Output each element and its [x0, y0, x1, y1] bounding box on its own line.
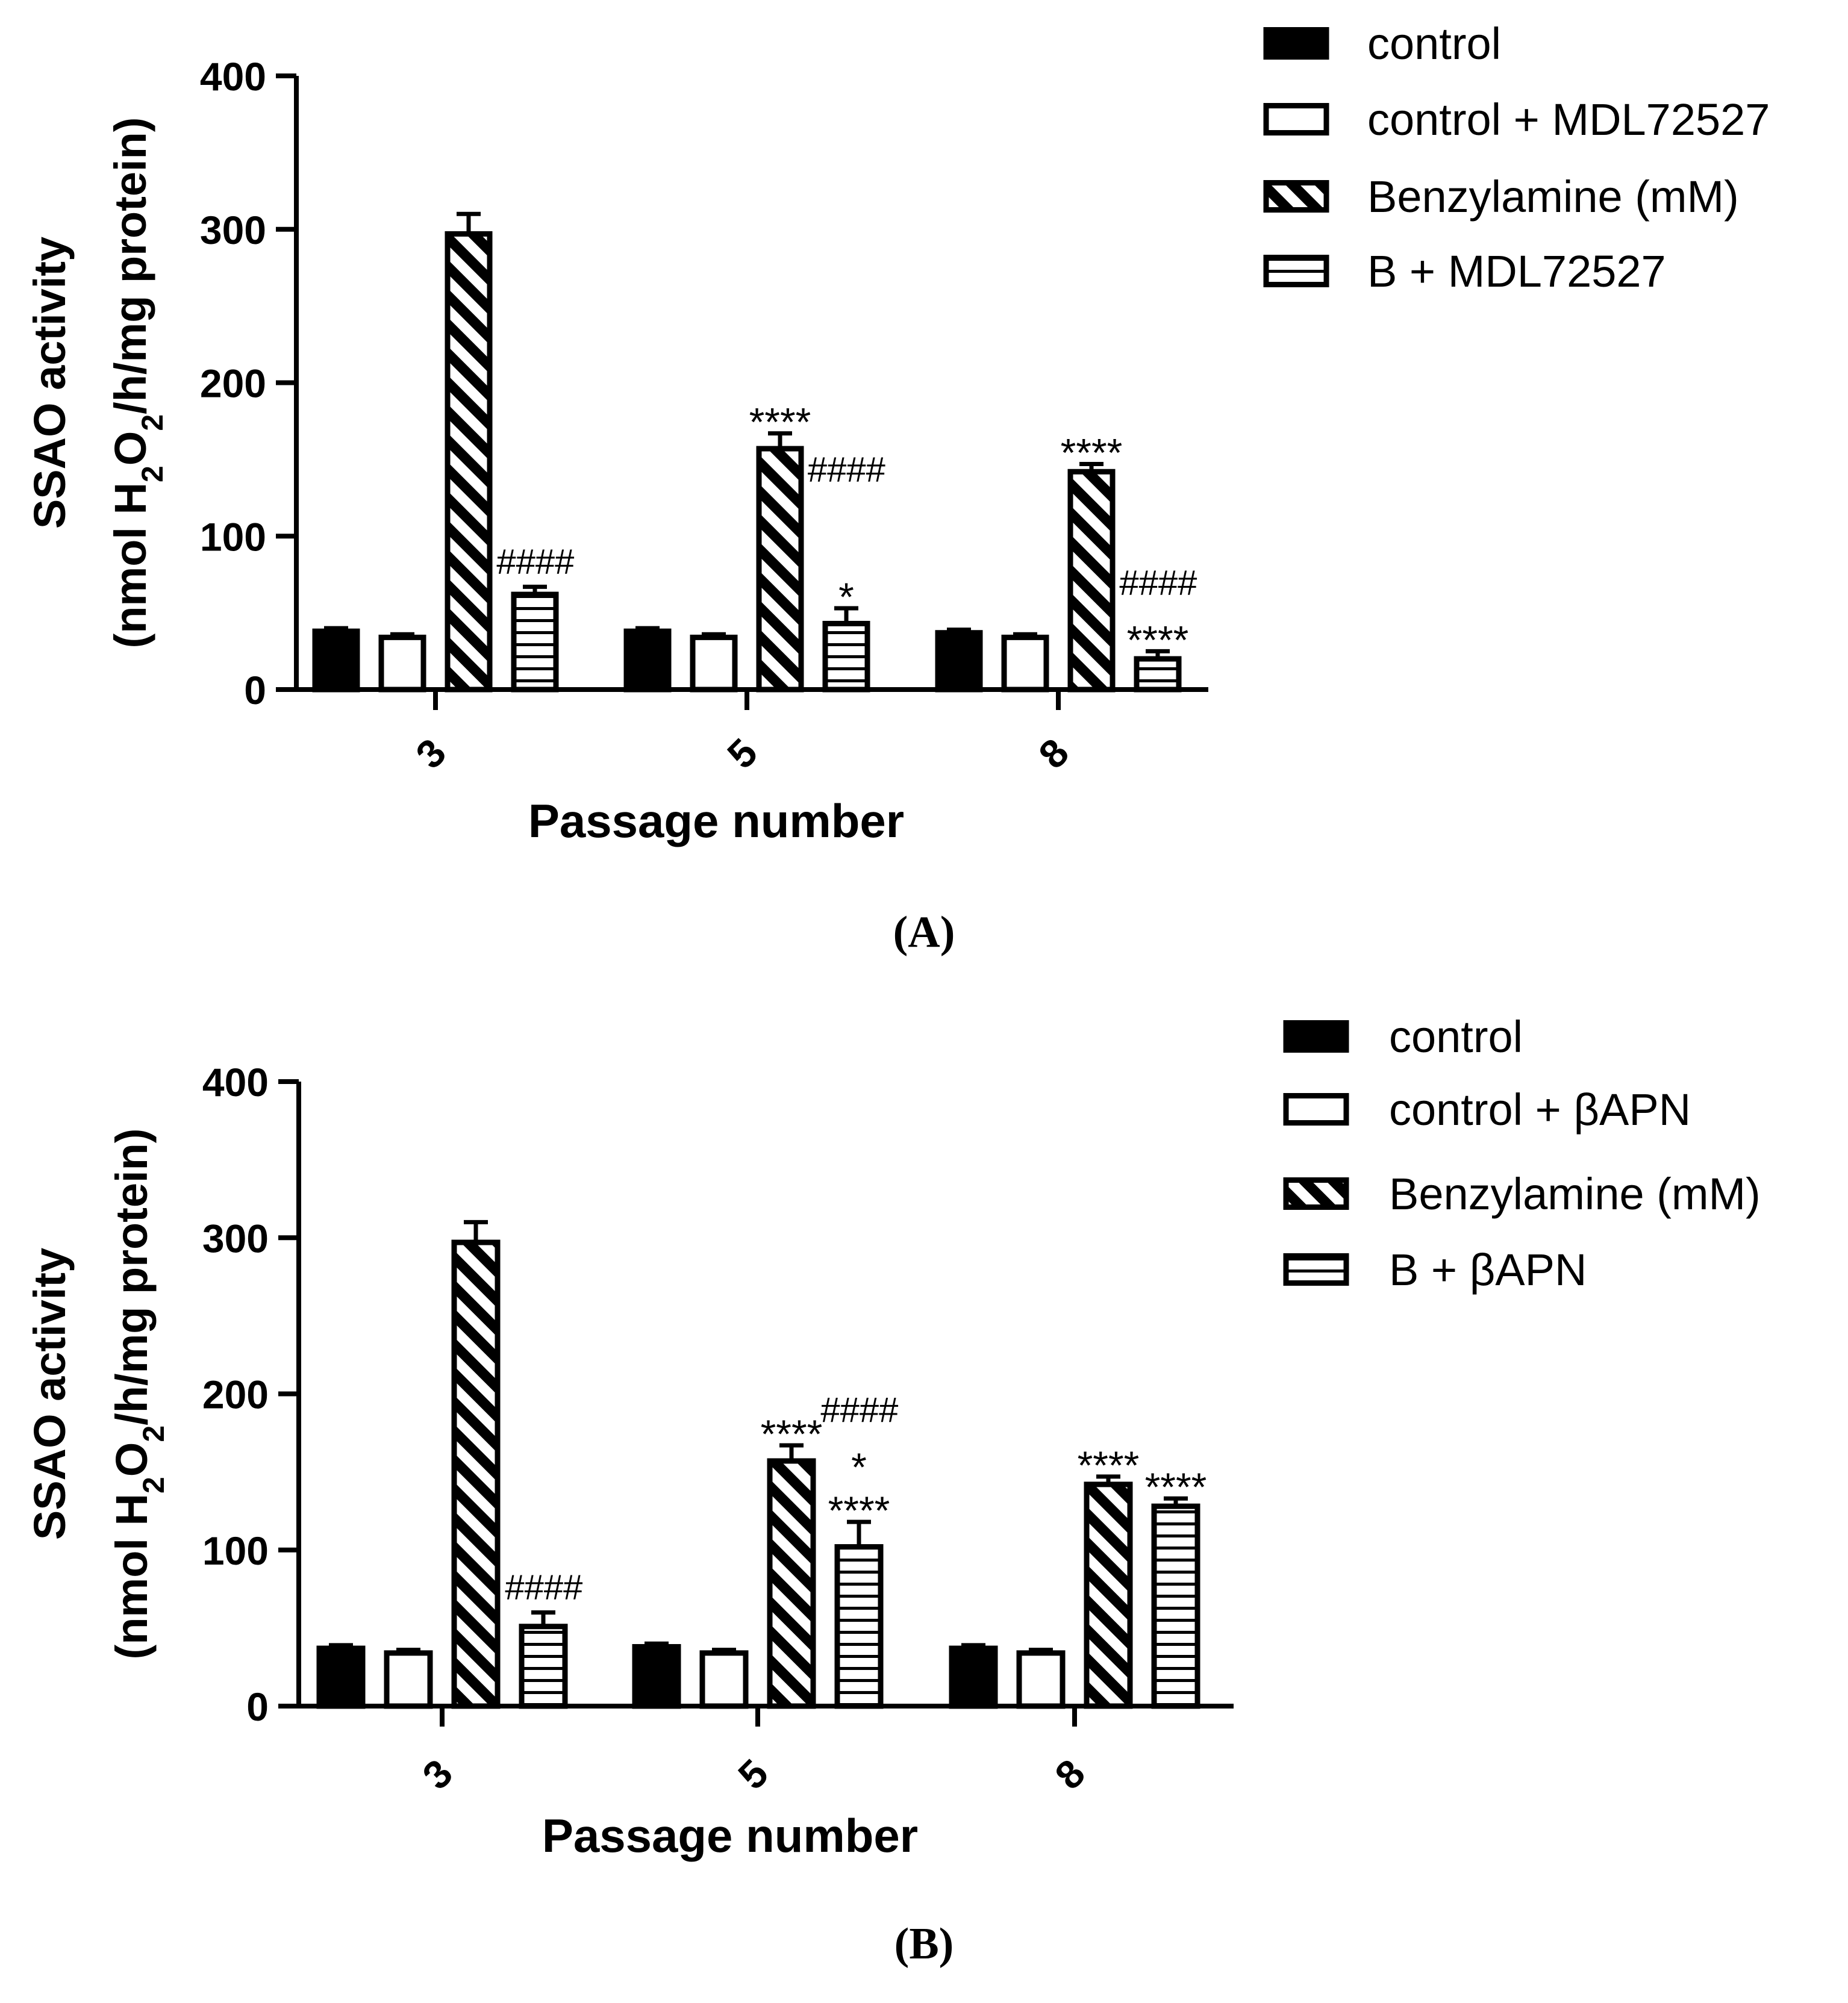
bar-diagonal: [451, 1239, 501, 1709]
legend-swatch-diagonal: [1283, 1177, 1349, 1210]
y-tick-label: 200: [202, 1372, 269, 1417]
significance-label: ****: [1127, 617, 1189, 662]
significance-label: ####: [504, 1568, 582, 1607]
y-axis-title-line1: SSAO activity: [25, 1248, 75, 1540]
x-tick-label: 5: [729, 1751, 776, 1798]
x-tick-label: 3: [414, 1751, 461, 1798]
y-tick-label: 400: [202, 1060, 269, 1104]
bar-horizontal: [1151, 1503, 1200, 1709]
x-axis-title: Passage number: [542, 1809, 918, 1862]
bar-horizontal: [834, 1544, 884, 1709]
significance-label: ****: [828, 1488, 890, 1533]
legend-swatch-solid: [1263, 27, 1329, 60]
y-tick-label: 300: [200, 208, 266, 252]
significance-label: ****: [1078, 1443, 1140, 1487]
y-axis-title-part: O: [105, 431, 155, 466]
significance-label: ####: [1119, 563, 1197, 602]
y-tick-label: 0: [246, 1684, 269, 1729]
bar-solid: [316, 1645, 366, 1709]
x-tick-label: 5: [719, 730, 766, 777]
bar-horizontal: [511, 591, 559, 693]
bar-solid: [623, 628, 672, 693]
bar-diagonal: [445, 231, 493, 693]
y-axis-title-line1: SSAO activity: [25, 237, 75, 529]
legend-swatch-horizontal: [1283, 1253, 1349, 1286]
y-tick-label: 100: [202, 1528, 269, 1573]
x-axis-title: Passage number: [528, 794, 904, 847]
legend-label: B + βAPN: [1389, 1245, 1587, 1295]
bar-solid: [949, 1645, 998, 1709]
legend-label: control: [1367, 19, 1501, 69]
y-tick-label: 400: [200, 54, 266, 99]
y-axis-title-subscript: 2: [136, 466, 169, 482]
legend-swatch-diagonal: [1263, 180, 1329, 213]
y-tick-label: 200: [200, 361, 266, 406]
bar-diagonal: [1067, 469, 1116, 693]
bar-diagonal: [767, 1458, 816, 1709]
y-axis-title-part: /h/mg protein): [105, 117, 155, 414]
legend-swatch-open: [1283, 1093, 1349, 1126]
bar-horizontal: [822, 620, 870, 693]
bar-open: [1001, 634, 1049, 693]
significance-label: ****: [1061, 431, 1123, 475]
bar-horizontal: [1134, 656, 1182, 693]
x-tick-label: 8: [1046, 1751, 1093, 1798]
y-axis-title-part: /h/mg protein): [107, 1129, 157, 1425]
y-axis-title-subscript: 2: [136, 414, 169, 431]
bar-horizontal: [519, 1624, 568, 1709]
panel-label: (A): [893, 908, 955, 957]
significance-label: ####: [807, 450, 885, 490]
panel-label: (B): [894, 1919, 954, 1969]
legend-label: Benzylamine (mM): [1367, 172, 1739, 222]
bar-open: [384, 1650, 433, 1709]
legend-label: Benzylamine (mM): [1389, 1169, 1761, 1219]
y-axis-title-line2: (nmol H2O2/h/mg protein): [105, 117, 169, 649]
legend-label: control + βAPN: [1389, 1085, 1691, 1135]
bar-open: [1016, 1650, 1066, 1709]
significance-label: ****: [1145, 1465, 1207, 1509]
significance-label: *: [838, 575, 854, 619]
bar-solid: [935, 630, 983, 693]
significance-label: ####: [820, 1391, 898, 1430]
legend-swatch-open: [1263, 103, 1329, 136]
legend-swatch-horizontal: [1263, 255, 1329, 287]
y-axis-title-part: O: [107, 1442, 157, 1477]
y-axis-title-subscript: 2: [137, 1477, 170, 1494]
y-axis-title-part: (nmol H: [105, 482, 155, 648]
bar-diagonal: [756, 446, 804, 693]
bar-solid: [632, 1643, 681, 1709]
y-axis-title-part: (nmol H: [107, 1494, 157, 1659]
bar-open: [378, 634, 426, 693]
significance-label: *: [851, 1445, 867, 1489]
bar-solid: [312, 628, 360, 693]
y-tick-label: 300: [202, 1216, 269, 1260]
y-tick-label: 100: [200, 514, 266, 559]
legend-label: control + MDL72527: [1367, 95, 1770, 145]
y-axis-title-line2: (nmol H2O2/h/mg protein): [107, 1129, 170, 1660]
x-tick-label: 8: [1030, 730, 1077, 777]
bar-open: [690, 634, 738, 693]
x-tick-label: 3: [407, 730, 454, 777]
significance-label: ****: [749, 400, 811, 444]
significance-label: ####: [496, 542, 574, 581]
legend-label: control: [1389, 1012, 1523, 1062]
y-axis-title-subscript: 2: [137, 1425, 170, 1442]
legend-swatch-solid: [1283, 1020, 1349, 1053]
bar-diagonal: [1084, 1481, 1133, 1709]
significance-label: ****: [761, 1412, 823, 1456]
bar-open: [699, 1650, 749, 1709]
y-tick-label: 0: [244, 668, 266, 712]
legend-label: B + MDL72527: [1367, 246, 1666, 296]
